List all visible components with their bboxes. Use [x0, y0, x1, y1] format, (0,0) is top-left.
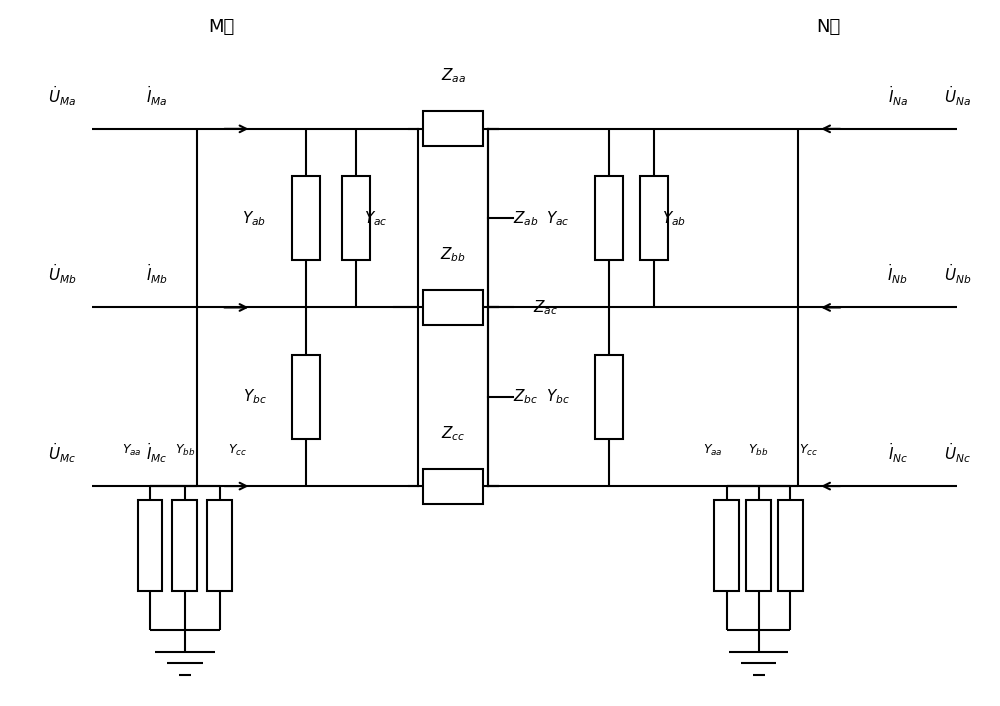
Bar: [342, 176, 370, 261]
Text: $Y_{bc}$: $Y_{bc}$: [243, 388, 266, 406]
Text: $Y_{cc}$: $Y_{cc}$: [228, 443, 247, 458]
Text: $Z_{ac}$: $Z_{ac}$: [533, 298, 558, 317]
Text: $\dot{I}_{Mc}$: $\dot{I}_{Mc}$: [146, 441, 168, 465]
Text: $Y_{ac}$: $Y_{ac}$: [364, 209, 387, 227]
Text: M端: M端: [208, 18, 235, 36]
Bar: [292, 354, 320, 439]
Text: $Y_{bb}$: $Y_{bb}$: [748, 443, 769, 458]
Text: $\dot{I}_{Nc}$: $\dot{I}_{Nc}$: [888, 441, 908, 465]
Text: $Y_{bb}$: $Y_{bb}$: [175, 443, 195, 458]
Bar: [595, 176, 623, 261]
Text: $Y_{aa}$: $Y_{aa}$: [703, 443, 723, 458]
Text: $Y_{aa}$: $Y_{aa}$: [122, 443, 142, 458]
Text: $\dot{U}_{Nc}$: $\dot{U}_{Nc}$: [944, 441, 971, 465]
Text: $\dot{I}_{Na}$: $\dot{I}_{Na}$: [888, 84, 908, 108]
Text: $Z_{bc}$: $Z_{bc}$: [513, 388, 538, 406]
Bar: [207, 500, 232, 591]
Bar: [172, 500, 197, 591]
Text: $\dot{U}_{Mc}$: $\dot{U}_{Mc}$: [48, 441, 77, 465]
Bar: [714, 500, 739, 591]
Text: $\dot{I}_{Mb}$: $\dot{I}_{Mb}$: [146, 263, 168, 287]
Bar: [595, 354, 623, 439]
Text: N端: N端: [816, 18, 840, 36]
Text: $Y_{ab}$: $Y_{ab}$: [242, 209, 266, 227]
Text: $\dot{I}_{Ma}$: $\dot{I}_{Ma}$: [146, 84, 168, 108]
Bar: [423, 112, 483, 146]
Text: $\dot{I}_{Nb}$: $\dot{I}_{Nb}$: [887, 263, 908, 287]
Text: $Y_{bc}$: $Y_{bc}$: [546, 388, 570, 406]
Bar: [778, 500, 803, 591]
Bar: [423, 469, 483, 503]
Text: $\dot{U}_{Na}$: $\dot{U}_{Na}$: [944, 84, 971, 108]
Text: $\dot{U}_{Nb}$: $\dot{U}_{Nb}$: [944, 263, 971, 287]
Text: $Z_{cc}$: $Z_{cc}$: [441, 424, 465, 443]
Bar: [746, 500, 771, 591]
Text: $Y_{cc}$: $Y_{cc}$: [799, 443, 818, 458]
Bar: [640, 176, 668, 261]
Text: $Y_{ac}$: $Y_{ac}$: [546, 209, 570, 227]
Text: $Z_{ab}$: $Z_{ab}$: [513, 209, 538, 227]
Bar: [138, 500, 162, 591]
Text: $Z_{bb}$: $Z_{bb}$: [440, 246, 466, 264]
Bar: [292, 176, 320, 261]
Text: $\dot{U}_{Ma}$: $\dot{U}_{Ma}$: [48, 84, 77, 108]
Bar: [423, 290, 483, 325]
Text: $Y_{ab}$: $Y_{ab}$: [662, 209, 686, 227]
Text: $Z_{aa}$: $Z_{aa}$: [441, 67, 466, 85]
Text: $\dot{U}_{Mb}$: $\dot{U}_{Mb}$: [48, 263, 77, 287]
